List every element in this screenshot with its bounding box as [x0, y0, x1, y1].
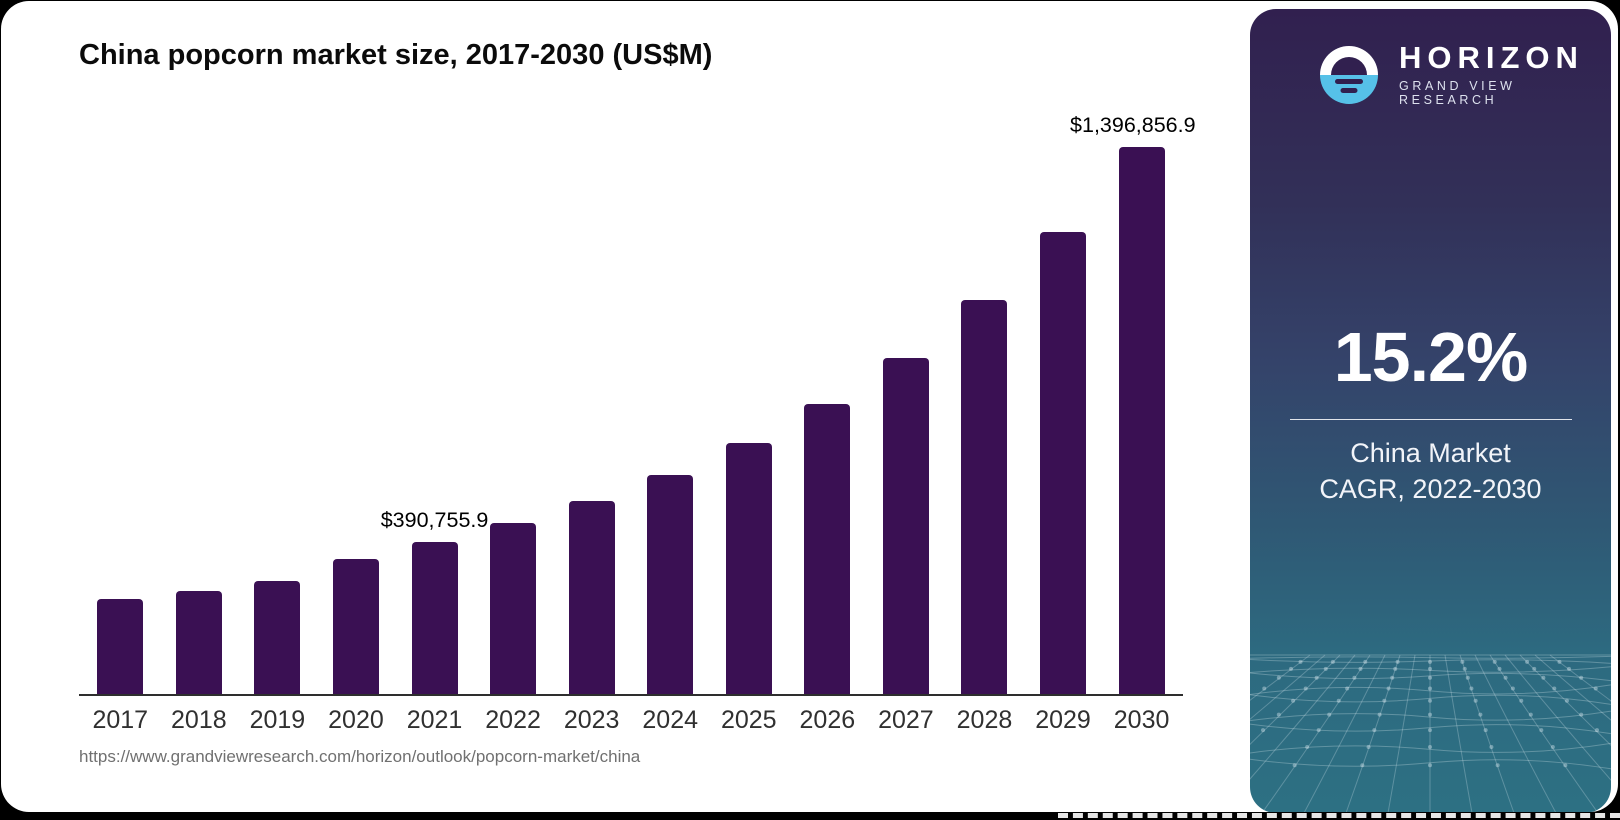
bar-column-2018: 2018 [171, 119, 227, 734]
bar-column-2029: 2029 [1035, 119, 1091, 734]
bar-column-2023: 2023 [564, 119, 619, 734]
x-tick-2023: 2023 [563, 706, 620, 734]
x-tick-2017: 2017 [92, 706, 149, 734]
bar-column-2020: 2020 [328, 119, 384, 734]
brand-header: HORIZON GRAND VIEW RESEARCH [1320, 42, 1611, 107]
x-tick-2027: 2027 [878, 706, 934, 734]
stat-divider [1289, 419, 1572, 420]
data-label-2030: $1,396,856.9 [1070, 113, 1196, 137]
x-tick-2028: 2028 [956, 706, 1013, 734]
bar-2021: $390,755.9 [381, 508, 488, 695]
bar-2027 [882, 358, 929, 695]
bar-chart: 2017 2018 2019 2020 $390,755.9 2021 2022 2023 20… [81, 113, 1196, 734]
horizon-sun-icon [1320, 45, 1378, 104]
bar-2026 [804, 404, 851, 695]
bar-2022 [490, 523, 537, 695]
cagr-caption-line1: China Market [1350, 438, 1511, 468]
bar-2025 [725, 443, 772, 695]
bar-2024 [647, 475, 694, 695]
bar-column-2024: 2024 [642, 119, 698, 734]
cagr-caption-line2: CAGR, 2022-2030 [1319, 473, 1542, 504]
brand-subtitle: GRAND VIEW RESEARCH [1399, 79, 1516, 107]
bar-2030: $1,396,856.9 [1070, 113, 1196, 695]
bar-column-2022: 2022 [485, 119, 541, 734]
x-tick-2018: 2018 [171, 706, 227, 734]
bar-column-2030: $1,396,856.9 2030 [1070, 113, 1196, 734]
x-tick-2022: 2022 [485, 706, 541, 734]
bar-2020 [332, 559, 379, 695]
brand-panel: HORIZON GRAND VIEW RESEARCH 15.2% China … [1250, 9, 1611, 812]
bar-2023 [568, 501, 615, 695]
cagr-stat: 15.2% China Market CAGR, 2022-2030 [1250, 317, 1611, 507]
brand-name: HORIZON [1399, 40, 1584, 75]
brand-text: HORIZON GRAND VIEW RESEARCH [1399, 42, 1611, 107]
x-tick-2021: 2021 [406, 706, 463, 734]
data-label-2021: $390,755.9 [380, 508, 489, 532]
cagr-value: 15.2% [1333, 318, 1528, 396]
sun-icon [1331, 56, 1367, 75]
bar-column-2021: $390,755.9 2021 [381, 119, 489, 734]
bar-column-2026: 2026 [800, 119, 855, 734]
horizon-line-icon [1335, 78, 1363, 84]
horizon-line-icon [1340, 87, 1358, 93]
bar-2029 [1040, 232, 1087, 695]
bar-2028 [961, 300, 1008, 695]
wireframe-mesh-decoration [1250, 654, 1611, 812]
bar-2018 [175, 591, 222, 695]
bar-2017 [97, 599, 144, 695]
x-tick-2020: 2020 [328, 706, 384, 734]
x-tick-2024: 2024 [642, 706, 699, 734]
x-tick-2030: 2030 [1113, 706, 1170, 734]
bar-column-2017: 2017 [92, 119, 148, 734]
x-tick-2029: 2029 [1035, 706, 1091, 734]
bar-column-2025: 2025 [721, 119, 777, 734]
x-axis-line [79, 694, 1183, 696]
bottom-dashes-decoration [1058, 813, 1620, 818]
x-tick-2019: 2019 [249, 706, 306, 734]
chart-title: China popcorn market size, 2017-2030 (US… [79, 39, 713, 71]
bar-column-2028: 2028 [957, 119, 1012, 734]
bar-column-2019: 2019 [250, 119, 305, 734]
bar-2019 [254, 581, 301, 695]
x-tick-2025: 2025 [720, 706, 777, 734]
source-url: https://www.grandviewresearch.com/horizo… [79, 747, 641, 766]
cagr-caption: China Market CAGR, 2022-2030 [1250, 436, 1611, 507]
bar-column-2027: 2027 [878, 119, 934, 734]
x-tick-2026: 2026 [799, 706, 856, 734]
